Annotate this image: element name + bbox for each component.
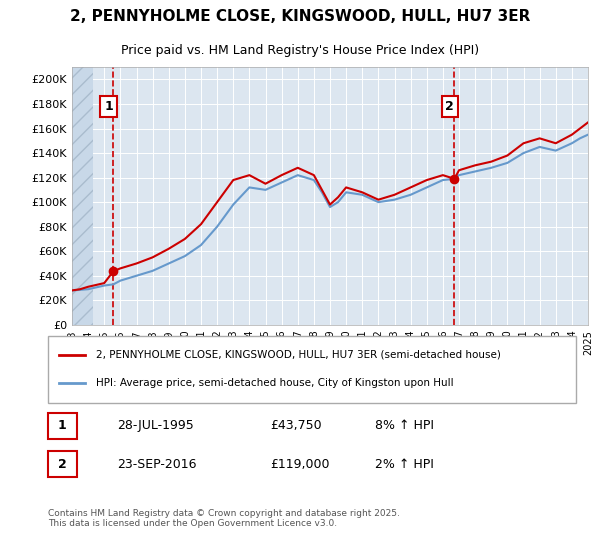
FancyBboxPatch shape: [48, 451, 77, 477]
FancyBboxPatch shape: [48, 413, 77, 439]
FancyBboxPatch shape: [48, 336, 576, 403]
Bar: [72, 67, 93, 325]
Text: 2% ↑ HPI: 2% ↑ HPI: [376, 458, 434, 470]
Text: 2, PENNYHOLME CLOSE, KINGSWOOD, HULL, HU7 3ER (semi-detached house): 2, PENNYHOLME CLOSE, KINGSWOOD, HULL, HU…: [95, 350, 500, 360]
Text: 28-JUL-1995: 28-JUL-1995: [116, 419, 193, 432]
Text: £43,750: £43,750: [270, 419, 322, 432]
Text: £119,000: £119,000: [270, 458, 329, 470]
Text: 1: 1: [58, 419, 67, 432]
Text: 8% ↑ HPI: 8% ↑ HPI: [376, 419, 434, 432]
Text: 23-SEP-2016: 23-SEP-2016: [116, 458, 196, 470]
Text: Price paid vs. HM Land Registry's House Price Index (HPI): Price paid vs. HM Land Registry's House …: [121, 44, 479, 57]
Text: 2: 2: [58, 458, 67, 470]
Text: 2, PENNYHOLME CLOSE, KINGSWOOD, HULL, HU7 3ER: 2, PENNYHOLME CLOSE, KINGSWOOD, HULL, HU…: [70, 10, 530, 24]
Text: 2: 2: [445, 100, 454, 113]
Text: 1: 1: [104, 100, 113, 113]
Text: HPI: Average price, semi-detached house, City of Kingston upon Hull: HPI: Average price, semi-detached house,…: [95, 378, 453, 388]
Text: Contains HM Land Registry data © Crown copyright and database right 2025.
This d: Contains HM Land Registry data © Crown c…: [48, 509, 400, 529]
